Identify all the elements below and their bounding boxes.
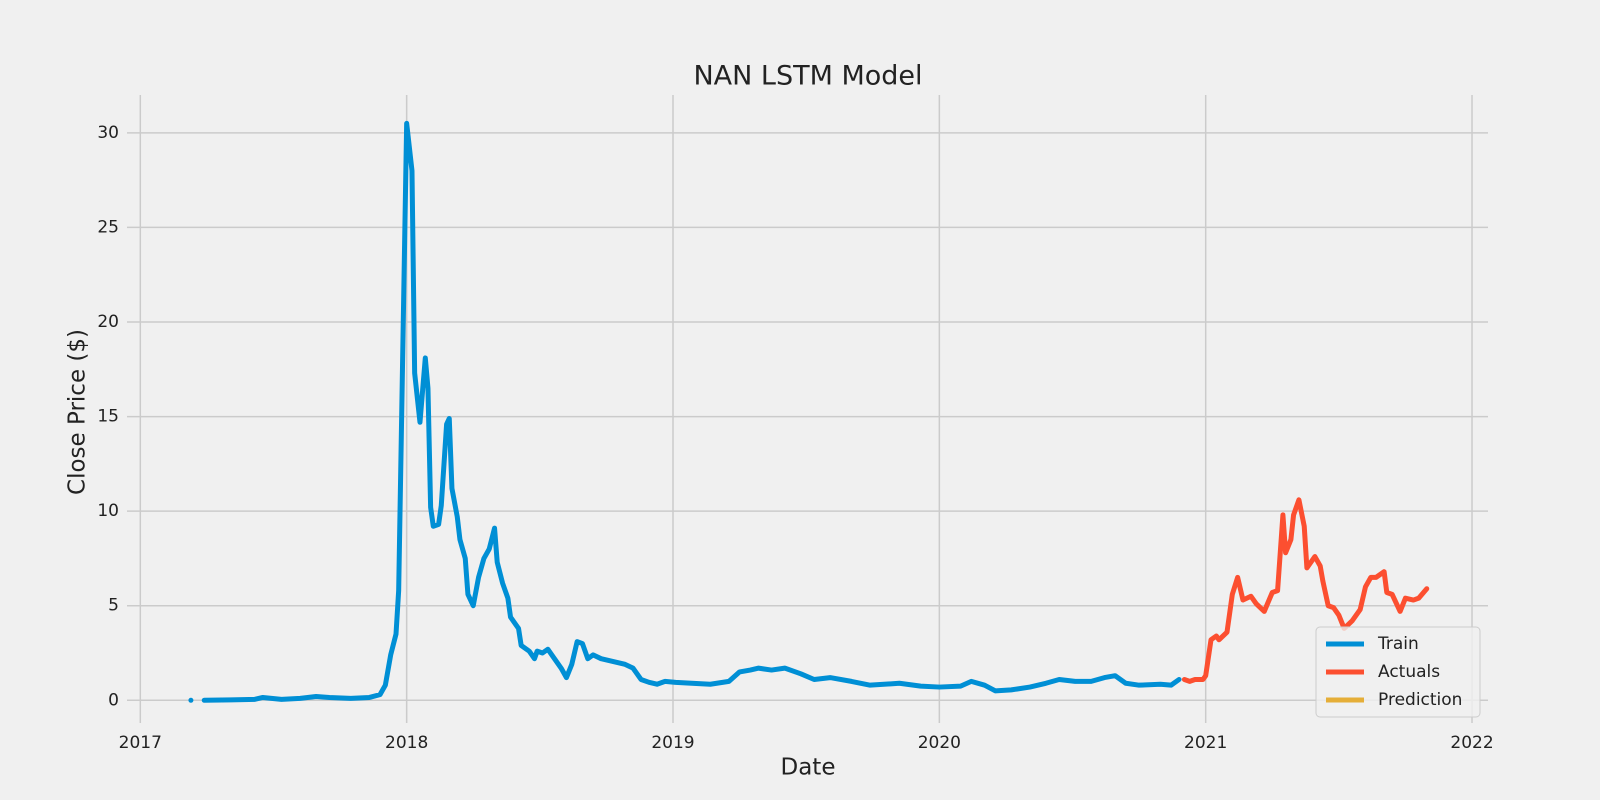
x-tick-label: 2018 bbox=[385, 733, 428, 753]
y-tick-label: 10 bbox=[97, 501, 119, 521]
y-tick-label: 20 bbox=[97, 312, 119, 332]
legend: Train Actuals Prediction bbox=[1315, 626, 1481, 718]
x-tick-label: 2021 bbox=[1184, 733, 1227, 753]
line bbox=[1181, 497, 1430, 684]
y-tick-label: 5 bbox=[108, 596, 119, 616]
y-tick-label: 25 bbox=[97, 217, 119, 237]
legend-label: Actuals bbox=[1378, 662, 1440, 682]
legend-label: Prediction bbox=[1378, 690, 1462, 710]
y-tick-label: 30 bbox=[97, 123, 119, 143]
x-tick-label: 2022 bbox=[1450, 733, 1493, 753]
legend-box bbox=[1315, 626, 1481, 718]
line bbox=[188, 120, 1182, 703]
x-axis-label: Date bbox=[781, 755, 836, 781]
x-tick-label: 2019 bbox=[651, 733, 694, 753]
x-tick-label: 2017 bbox=[119, 733, 162, 753]
chart-title: NAN LSTM Model bbox=[693, 61, 922, 92]
y-tick-label: 15 bbox=[97, 407, 119, 427]
y-axis-label: Close Price ($) bbox=[65, 329, 91, 495]
legend-label: Train bbox=[1377, 634, 1419, 654]
y-tick-label: 0 bbox=[108, 690, 119, 710]
lines bbox=[188, 120, 1430, 703]
x-tick-label: 2020 bbox=[918, 733, 961, 753]
